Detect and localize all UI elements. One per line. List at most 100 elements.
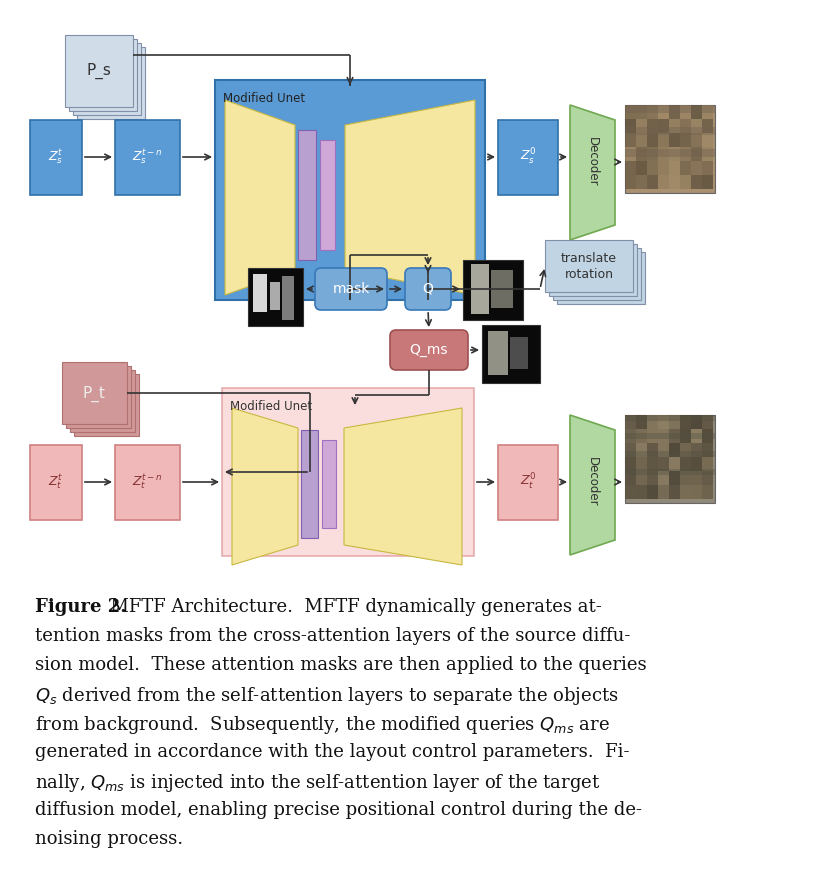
FancyBboxPatch shape — [65, 35, 133, 107]
FancyBboxPatch shape — [658, 485, 669, 499]
Text: P_s: P_s — [87, 63, 111, 79]
FancyBboxPatch shape — [702, 175, 713, 189]
FancyBboxPatch shape — [30, 445, 82, 520]
Text: $Z^t_s$: $Z^t_s$ — [49, 148, 63, 166]
FancyBboxPatch shape — [647, 429, 658, 443]
FancyBboxPatch shape — [270, 282, 280, 310]
FancyBboxPatch shape — [658, 415, 669, 429]
Text: tention masks from the cross-attention layers of the source diffu-: tention masks from the cross-attention l… — [35, 627, 630, 645]
FancyBboxPatch shape — [647, 443, 658, 457]
FancyBboxPatch shape — [625, 175, 636, 189]
FancyBboxPatch shape — [680, 457, 691, 471]
FancyBboxPatch shape — [30, 120, 82, 195]
FancyBboxPatch shape — [69, 39, 137, 111]
Text: translate: translate — [561, 252, 617, 264]
FancyBboxPatch shape — [636, 175, 647, 189]
FancyBboxPatch shape — [669, 133, 680, 147]
FancyBboxPatch shape — [702, 471, 713, 485]
FancyBboxPatch shape — [625, 415, 715, 503]
FancyBboxPatch shape — [625, 433, 715, 439]
Text: mask: mask — [332, 282, 370, 296]
FancyBboxPatch shape — [315, 268, 387, 310]
FancyBboxPatch shape — [702, 133, 713, 147]
FancyBboxPatch shape — [680, 147, 691, 161]
FancyBboxPatch shape — [702, 147, 713, 161]
FancyBboxPatch shape — [691, 161, 702, 175]
FancyBboxPatch shape — [647, 471, 658, 485]
FancyBboxPatch shape — [702, 415, 713, 429]
Text: P_t: P_t — [82, 386, 105, 402]
FancyBboxPatch shape — [298, 130, 316, 260]
FancyBboxPatch shape — [669, 429, 680, 443]
FancyBboxPatch shape — [680, 119, 691, 133]
FancyBboxPatch shape — [669, 119, 680, 133]
FancyBboxPatch shape — [482, 325, 540, 383]
Polygon shape — [225, 100, 295, 295]
Text: Q: Q — [423, 282, 433, 296]
FancyBboxPatch shape — [658, 105, 669, 119]
FancyBboxPatch shape — [669, 175, 680, 189]
FancyBboxPatch shape — [549, 244, 637, 296]
FancyBboxPatch shape — [405, 268, 451, 310]
FancyBboxPatch shape — [658, 175, 669, 189]
FancyBboxPatch shape — [702, 105, 713, 119]
FancyBboxPatch shape — [545, 240, 633, 292]
FancyBboxPatch shape — [498, 120, 558, 195]
FancyBboxPatch shape — [73, 43, 141, 115]
FancyBboxPatch shape — [625, 451, 715, 457]
Polygon shape — [232, 408, 298, 565]
FancyBboxPatch shape — [320, 140, 335, 250]
FancyBboxPatch shape — [702, 161, 713, 175]
FancyBboxPatch shape — [647, 485, 658, 499]
FancyBboxPatch shape — [680, 161, 691, 175]
Text: nally, $Q_{ms}$ is injected into the self-attention layer of the target: nally, $Q_{ms}$ is injected into the sel… — [35, 772, 601, 794]
Text: $Z^{t-n}_t$: $Z^{t-n}_t$ — [132, 473, 162, 491]
Polygon shape — [345, 100, 475, 295]
Text: $Q_s$ derived from the self-attention layers to separate the objects: $Q_s$ derived from the self-attention la… — [35, 685, 619, 707]
FancyBboxPatch shape — [658, 429, 669, 443]
FancyBboxPatch shape — [636, 471, 647, 485]
FancyBboxPatch shape — [66, 366, 131, 428]
FancyBboxPatch shape — [553, 248, 641, 300]
FancyBboxPatch shape — [625, 471, 636, 485]
FancyBboxPatch shape — [282, 276, 294, 320]
FancyBboxPatch shape — [702, 429, 713, 443]
FancyBboxPatch shape — [625, 469, 715, 475]
FancyBboxPatch shape — [301, 430, 318, 538]
FancyBboxPatch shape — [647, 175, 658, 189]
FancyBboxPatch shape — [691, 415, 702, 429]
FancyBboxPatch shape — [625, 105, 715, 113]
FancyBboxPatch shape — [390, 330, 468, 370]
FancyBboxPatch shape — [253, 274, 267, 312]
FancyBboxPatch shape — [669, 443, 680, 457]
FancyBboxPatch shape — [215, 80, 485, 300]
FancyBboxPatch shape — [669, 105, 680, 119]
Text: $Z^t_t$: $Z^t_t$ — [49, 473, 63, 491]
Text: Modified Unet: Modified Unet — [230, 400, 312, 412]
FancyBboxPatch shape — [625, 415, 636, 429]
FancyBboxPatch shape — [691, 485, 702, 499]
Text: sion model.  These attention masks are then applied to the queries: sion model. These attention masks are th… — [35, 656, 647, 674]
FancyBboxPatch shape — [647, 133, 658, 147]
FancyBboxPatch shape — [625, 415, 715, 421]
FancyBboxPatch shape — [488, 331, 508, 375]
FancyBboxPatch shape — [702, 485, 713, 499]
Text: $Z^{t-n}_s$: $Z^{t-n}_s$ — [132, 148, 162, 166]
FancyBboxPatch shape — [680, 471, 691, 485]
FancyBboxPatch shape — [680, 105, 691, 119]
Text: MFTF Architecture.  MFTF dynamically generates at-: MFTF Architecture. MFTF dynamically gene… — [100, 598, 602, 616]
FancyBboxPatch shape — [669, 485, 680, 499]
FancyBboxPatch shape — [636, 161, 647, 175]
FancyBboxPatch shape — [74, 374, 139, 436]
FancyBboxPatch shape — [658, 471, 669, 485]
FancyBboxPatch shape — [636, 429, 647, 443]
FancyBboxPatch shape — [647, 161, 658, 175]
FancyBboxPatch shape — [636, 119, 647, 133]
FancyBboxPatch shape — [658, 443, 669, 457]
FancyBboxPatch shape — [625, 147, 636, 161]
FancyBboxPatch shape — [70, 370, 135, 432]
Text: $Z^0_s$: $Z^0_s$ — [520, 147, 536, 167]
FancyBboxPatch shape — [658, 457, 669, 471]
Polygon shape — [570, 105, 615, 240]
FancyBboxPatch shape — [691, 105, 702, 119]
